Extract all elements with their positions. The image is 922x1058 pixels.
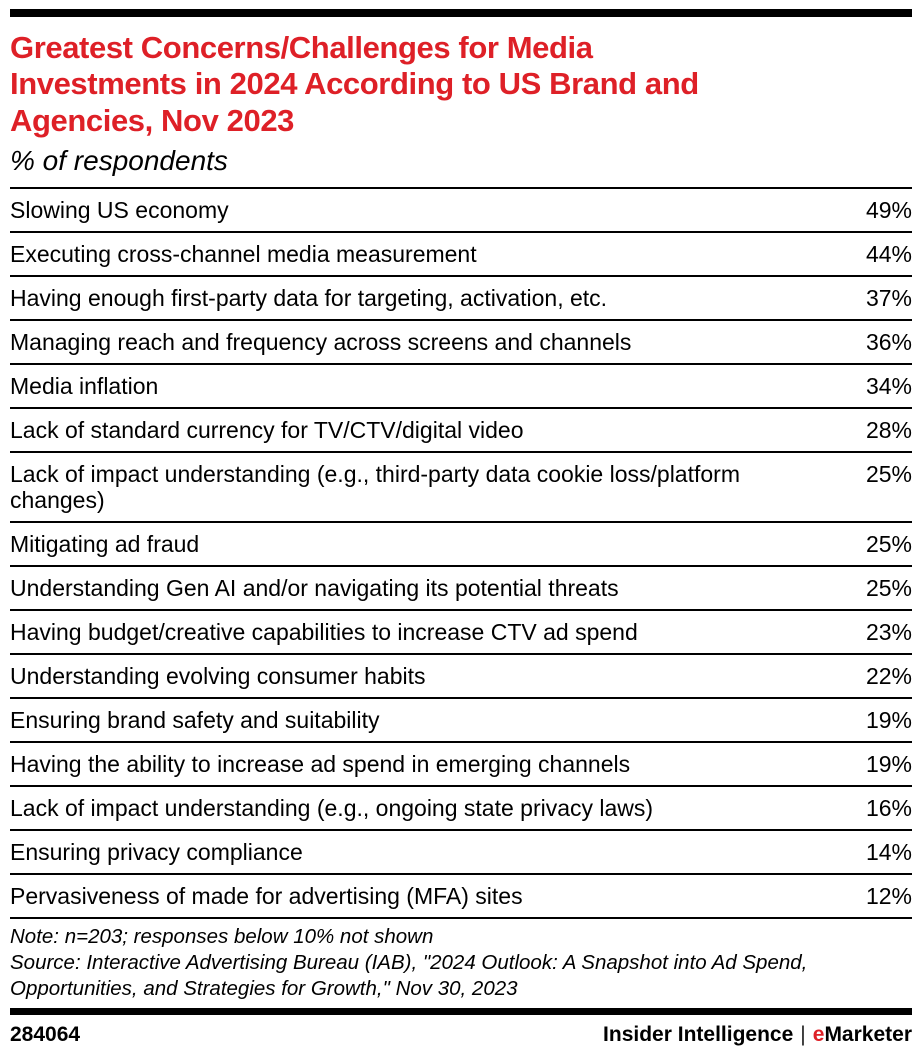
brand-insider-intelligence: Insider Intelligence [603,1022,794,1046]
table-row: Managing reach and frequency across scre… [10,321,912,365]
row-percent-value: 16% [865,794,912,821]
row-percent-value: 25% [865,460,912,487]
table-row: Media inflation 34% [10,365,912,409]
table-row: Having budget/creative capabilities to i… [10,611,912,655]
chart-id: 284064 [10,1022,81,1046]
table-row: Having the ability to increase ad spend … [10,743,912,787]
row-percent-value: 12% [865,882,912,909]
concerns-table: Slowing US economy 49% Executing cross-c… [10,186,912,919]
bottom-rule-bar [10,1007,912,1015]
row-percent-value: 37% [865,284,912,311]
table-row: Lack of impact understanding (e.g., ongo… [10,787,912,831]
row-percent-value: 25% [865,530,912,557]
row-label: Mitigating ad fraud [10,530,200,557]
table-row: Lack of standard currency for TV/CTV/dig… [10,409,912,453]
row-percent-value: 19% [865,750,912,777]
row-label: Managing reach and frequency across scre… [10,328,632,355]
table-row: Mitigating ad fraud 25% [10,523,912,567]
top-rule-bar [10,9,912,17]
table-row: Ensuring privacy compliance 14% [10,831,912,875]
row-label: Lack of standard currency for TV/CTV/dig… [10,416,524,443]
table-row: Understanding Gen AI and/or navigating i… [10,567,912,611]
row-label: Having budget/creative capabilities to i… [10,618,638,645]
chart-title: Greatest Concerns/Challenges for Media I… [10,30,912,139]
table-row: Lack of impact understanding (e.g., thir… [10,453,912,523]
chart-subtitle: % of respondents [10,144,228,176]
table-row: Ensuring brand safety and suitability 19… [10,699,912,743]
row-label: Having enough first-party data for targe… [10,284,608,311]
row-percent-value: 22% [865,662,912,689]
chart-title-line-3: Agencies, Nov 2023 [10,102,295,138]
row-percent-value: 49% [865,196,912,223]
row-label: Understanding Gen AI and/or navigating i… [10,574,619,601]
brand-emarketer-rest: Marketer [824,1022,912,1046]
brand-separator: | [800,1022,806,1046]
row-percent-value: 36% [865,328,912,355]
brand-logo: Insider Intelligence | eMarketer [603,1023,912,1047]
footnotes: Note: n=203; responses below 10% not sho… [10,924,912,1002]
row-label: Media inflation [10,372,159,399]
row-label: Pervasiveness of made for advertising (M… [10,882,523,909]
row-percent-value: 19% [865,706,912,733]
row-percent-value: 23% [865,618,912,645]
row-percent-value: 34% [865,372,912,399]
table-row: Having enough first-party data for targe… [10,277,912,321]
row-percent-value: 25% [865,574,912,601]
row-label: Ensuring privacy compliance [10,838,303,865]
row-label: Having the ability to increase ad spend … [10,750,631,777]
footer: 284064 Insider Intelligence | eMarketer [10,1023,912,1047]
table-row: Understanding evolving consumer habits 2… [10,655,912,699]
row-percent-value: 28% [865,416,912,443]
footnote-source: Source: Interactive Advertising Bureau (… [10,950,808,1000]
brand-emarketer-e: e [812,1022,825,1046]
chart-title-line-1: Greatest Concerns/Challenges for Media [10,30,593,65]
table-row: Executing cross-channel media measuremen… [10,233,912,277]
row-label: Executing cross-channel media measuremen… [10,240,477,267]
footnote-note: Note: n=203; responses below 10% not sho… [10,924,434,948]
row-label: Lack of impact understanding (e.g., ongo… [10,794,654,821]
row-label: Lack of impact understanding (e.g., thir… [10,460,740,513]
row-label: Ensuring brand safety and suitability [10,706,380,733]
row-label: Understanding evolving consumer habits [10,662,426,689]
chart-title-line-2: Investments in 2024 According to US Bran… [10,66,699,102]
row-percent-value: 44% [865,240,912,267]
row-percent-value: 14% [865,838,912,865]
table-row: Pervasiveness of made for advertising (M… [10,875,912,919]
table-row: Slowing US economy 49% [10,189,912,233]
row-label: Slowing US economy [10,196,229,223]
